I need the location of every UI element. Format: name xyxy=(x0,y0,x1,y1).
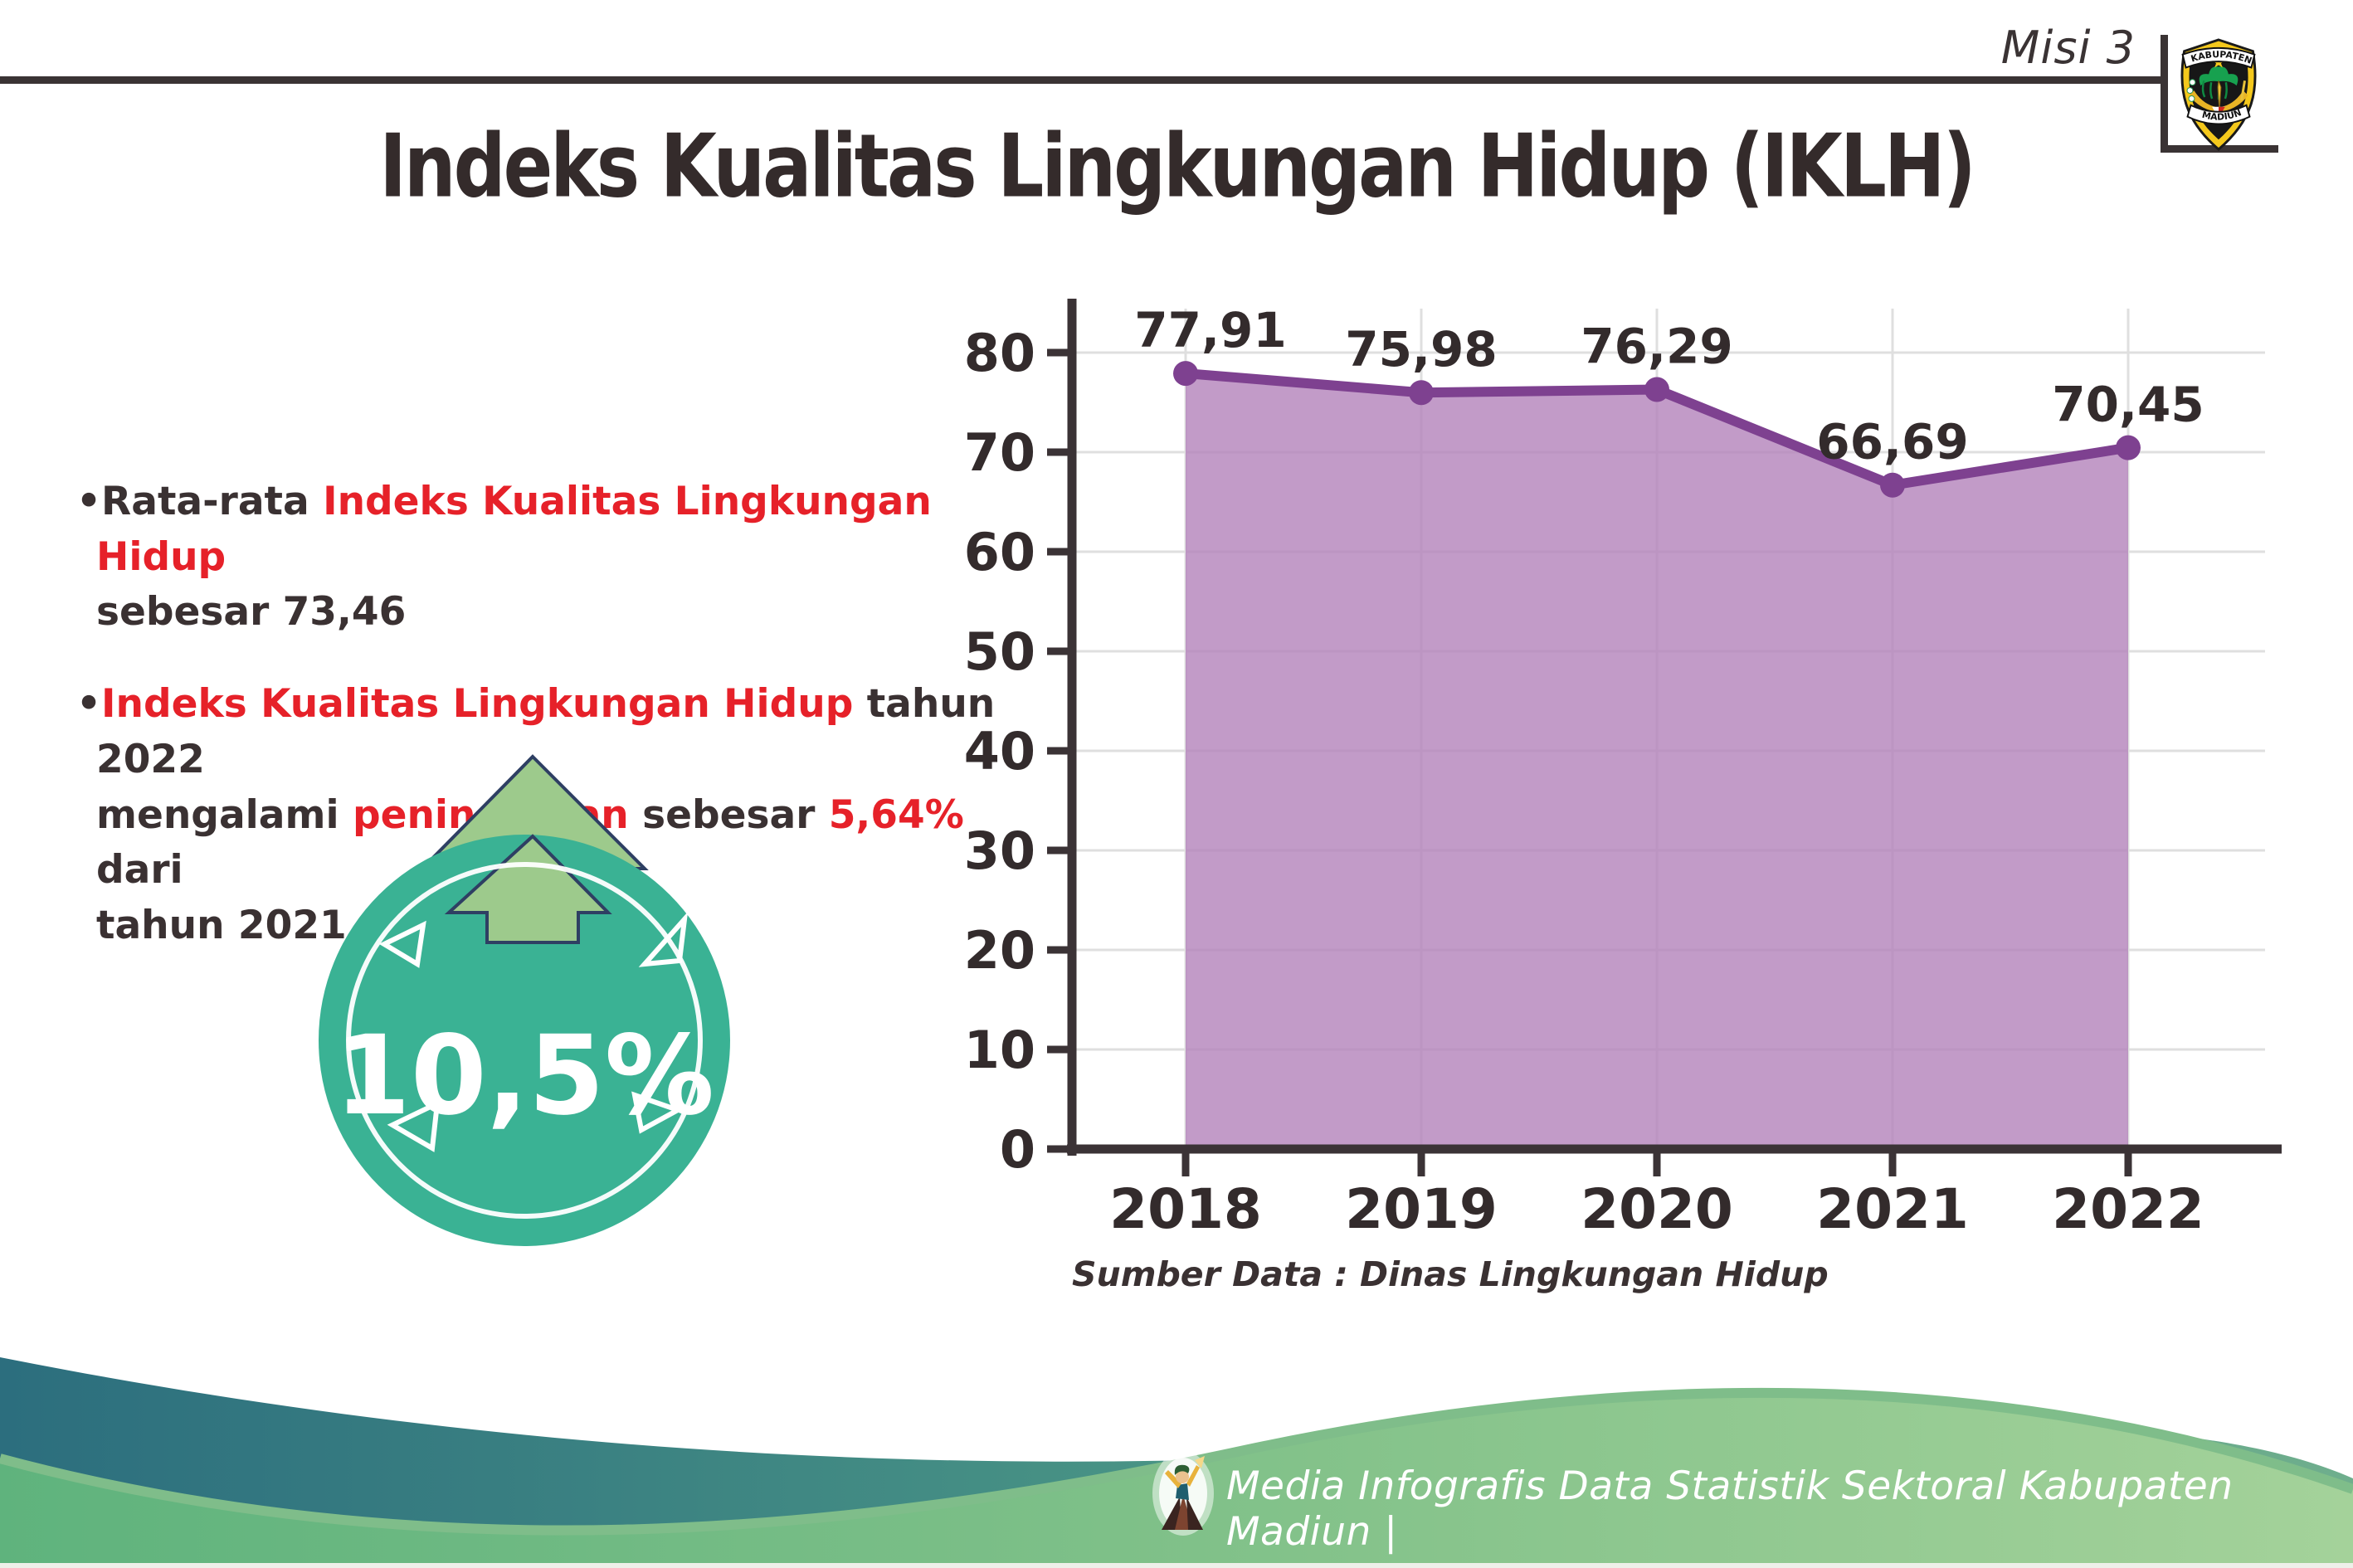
bullet-list: •Rata-rata Indeks Kualitas Lingkungan Hi… xyxy=(76,475,1014,991)
bullet-item: •Rata-rata Indeks Kualitas Lingkungan Hi… xyxy=(76,479,932,635)
chart-source-note: Sumber Data : Dinas Lingkungan Hidup xyxy=(1072,1254,1829,1294)
x-tick-label: 2019 xyxy=(1345,1177,1498,1241)
badge-inner-ring xyxy=(346,862,703,1219)
x-tick-label: 2022 xyxy=(2052,1177,2204,1241)
page-title: Indeks Kualitas Lingkungan Hidup (IKLH) xyxy=(379,114,1976,217)
y-tick-label: 20 xyxy=(964,920,1035,981)
iklh-area-chart: 0 10 20 30 40 50 60 70 80 2018 2019 2020 2021 2022 77,… xyxy=(964,299,2282,1241)
data-point xyxy=(1409,380,1434,406)
dancer-mascot-icon xyxy=(1152,1451,1214,1536)
data-point-label: 70,45 xyxy=(2052,377,2204,433)
x-tick-label: 2021 xyxy=(1816,1177,1969,1241)
up-arrow-overlap xyxy=(444,834,612,944)
footer-wave-edge xyxy=(0,1387,2353,1536)
badge-spark-icon xyxy=(378,920,426,968)
x-tick-label: 2020 xyxy=(1581,1177,1733,1241)
x-tick-label: 2018 xyxy=(1109,1177,1262,1241)
kabupaten-madiun-logo-icon: KABUPATEN MADIUN xyxy=(2180,38,2257,151)
data-point xyxy=(2116,435,2141,460)
badge-spark-icon xyxy=(638,911,689,967)
badge-spark-icon xyxy=(631,1091,684,1134)
data-point xyxy=(1173,361,1198,387)
area-fill xyxy=(1186,373,2128,1149)
data-point xyxy=(1644,377,1669,402)
data-point xyxy=(1880,472,1905,498)
data-point-label: 75,98 xyxy=(1345,321,1497,377)
y-tick-label: 70 xyxy=(964,422,1035,483)
data-point-label: 77,91 xyxy=(1134,302,1286,358)
misi-label: Misi 3 xyxy=(2000,22,2136,74)
y-tick-label: 0 xyxy=(1000,1119,1035,1180)
y-tick-label: 80 xyxy=(964,323,1035,383)
bullet-item: •Indeks Kualitas Lingkungan Hidup tahun … xyxy=(76,681,996,949)
data-point-label: 76,29 xyxy=(1581,319,1732,375)
badge-value: 10,5% xyxy=(334,1012,714,1140)
y-tick-label: 40 xyxy=(964,721,1035,782)
header-rule xyxy=(0,76,2168,84)
y-tick-label: 60 xyxy=(964,522,1035,582)
data-point-label: 66,69 xyxy=(1816,414,1968,470)
y-tick-label: 50 xyxy=(964,621,1035,682)
logo-frame-vertical-bar xyxy=(2161,35,2168,153)
y-tick-label: 30 xyxy=(964,821,1035,881)
footer-credit-text: Media Infografis Data Statistik Sektoral… xyxy=(1226,1463,2234,1555)
footer-bottom-strip xyxy=(0,1563,2353,1568)
increase-badge: 10,5% xyxy=(319,754,730,1246)
y-tick-label: 10 xyxy=(964,1020,1035,1080)
badge-spark-icon xyxy=(387,1098,441,1152)
